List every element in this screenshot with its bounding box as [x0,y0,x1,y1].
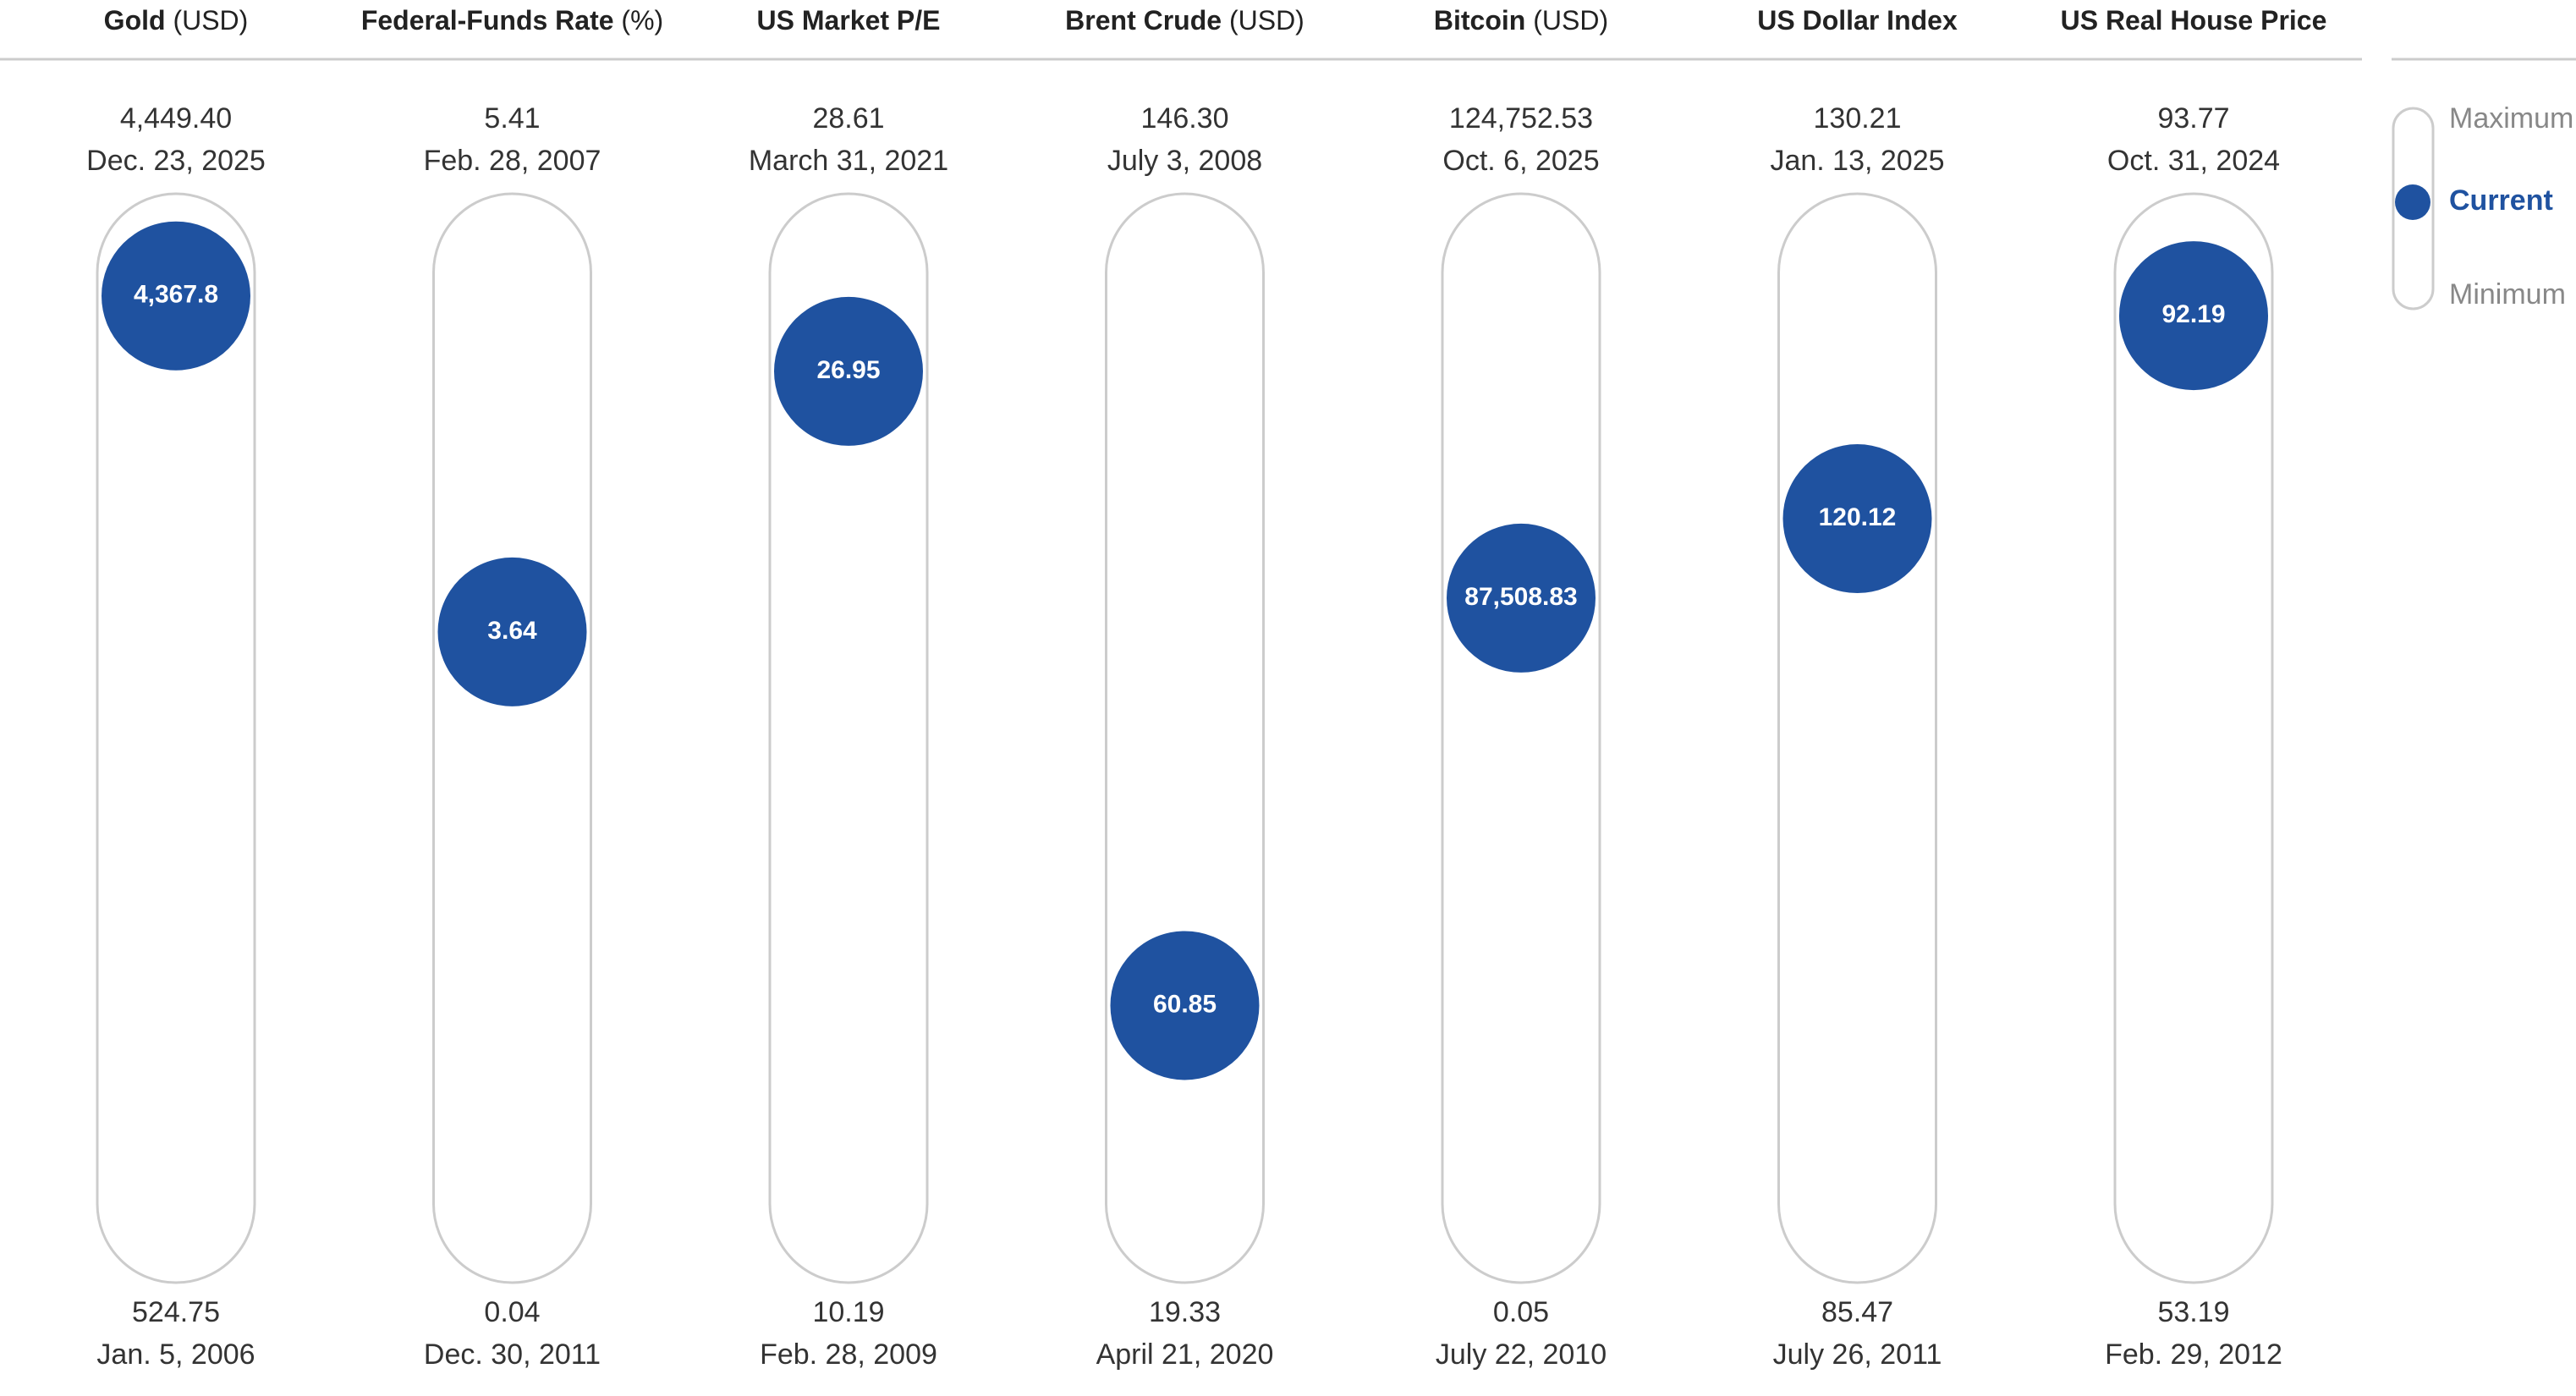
range-pill [1105,192,1265,1284]
column-name: Bitcoin [1434,5,1525,36]
min-date: April 21, 2020 [1096,1338,1274,1371]
current-dot [774,296,923,446]
min-date: Dec. 30, 2011 [424,1338,601,1371]
max-value: 28.61 [812,102,884,135]
range-pill [1777,192,1937,1284]
column-unit: (USD) [1229,5,1304,36]
column-title: Bitcoin (USD) [1434,5,1608,36]
range-pill [432,192,592,1284]
max-value: 4,449.40 [120,102,232,135]
max-value: 93.77 [2157,102,2229,135]
legend-max: Maximum [2449,102,2573,135]
max-value: 124,752.53 [1449,102,1593,135]
current-label: 60.85 [1153,990,1217,1018]
column-name: Federal-Funds Rate [361,5,614,36]
column-name: Gold [104,5,166,36]
column-unit: (USD) [173,5,248,36]
column-title: US Market P/E [757,5,941,36]
current-label: 3.64 [487,617,537,645]
legend-current: Current [2449,184,2553,217]
min-date: Feb. 29, 2012 [2105,1338,2282,1371]
min-value: 0.05 [1493,1296,1549,1328]
min-date: Jan. 5, 2006 [96,1338,255,1371]
max-date: Jan. 13, 2025 [1770,145,1944,177]
min-date: July 22, 2010 [1436,1338,1607,1371]
current-dot [1447,523,1596,673]
min-value: 85.47 [1821,1296,1893,1328]
max-date: Oct. 31, 2024 [2107,145,2280,177]
column-title: US Dollar Index [1757,5,1958,36]
max-date: July 3, 2008 [1107,145,1262,177]
column-title: US Real House Price [2061,5,2327,36]
column-title: Federal-Funds Rate (%) [361,5,663,36]
range-pill [2113,192,2274,1284]
legend-pill [2392,107,2435,311]
column-title: Gold (USD) [104,5,249,36]
max-value: 130.21 [1814,102,1902,135]
max-date: March 31, 2021 [749,145,948,177]
current-label: 4,367.8 [134,281,218,309]
max-date: Feb. 28, 2007 [424,145,601,177]
range-pill [1441,192,1601,1284]
min-date: Feb. 28, 2009 [760,1338,937,1371]
current-dot [2119,241,2268,391]
column-unit: (%) [621,5,663,36]
column-name: US Dollar Index [1757,5,1958,36]
range-pill [768,192,929,1284]
max-value: 146.30 [1141,102,1229,135]
column-unit: (USD) [1533,5,1608,36]
current-dot [1110,931,1260,1080]
min-value: 10.19 [812,1296,884,1328]
range-pill [96,192,256,1284]
current-label: 26.95 [816,356,880,384]
column-name: US Market P/E [757,5,941,36]
max-value: 5.41 [484,102,540,135]
current-label: 120.12 [1819,503,1897,531]
min-value: 0.04 [484,1296,540,1328]
current-label: 87,508.83 [1464,583,1577,611]
min-date: July 26, 2011 [1773,1338,1942,1371]
min-value: 524.75 [132,1296,220,1328]
column-name: Brent Crude [1065,5,1222,36]
min-value: 19.33 [1149,1296,1221,1328]
legend-min: Minimum [2449,278,2566,311]
legend-dot [2395,184,2430,220]
current-dot [1782,444,1932,594]
current-dot [437,557,587,706]
min-value: 53.19 [2157,1296,2229,1328]
column-name: US Real House Price [2061,5,2327,36]
current-dot [102,221,250,371]
column-title: Brent Crude (USD) [1065,5,1304,36]
current-label: 92.19 [2161,300,2225,328]
max-date: Oct. 6, 2025 [1442,145,1599,177]
max-date: Dec. 23, 2025 [86,145,266,177]
